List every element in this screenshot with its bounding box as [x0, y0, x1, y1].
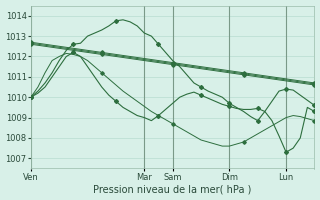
X-axis label: Pression niveau de la mer( hPa ): Pression niveau de la mer( hPa ) [93, 184, 252, 194]
